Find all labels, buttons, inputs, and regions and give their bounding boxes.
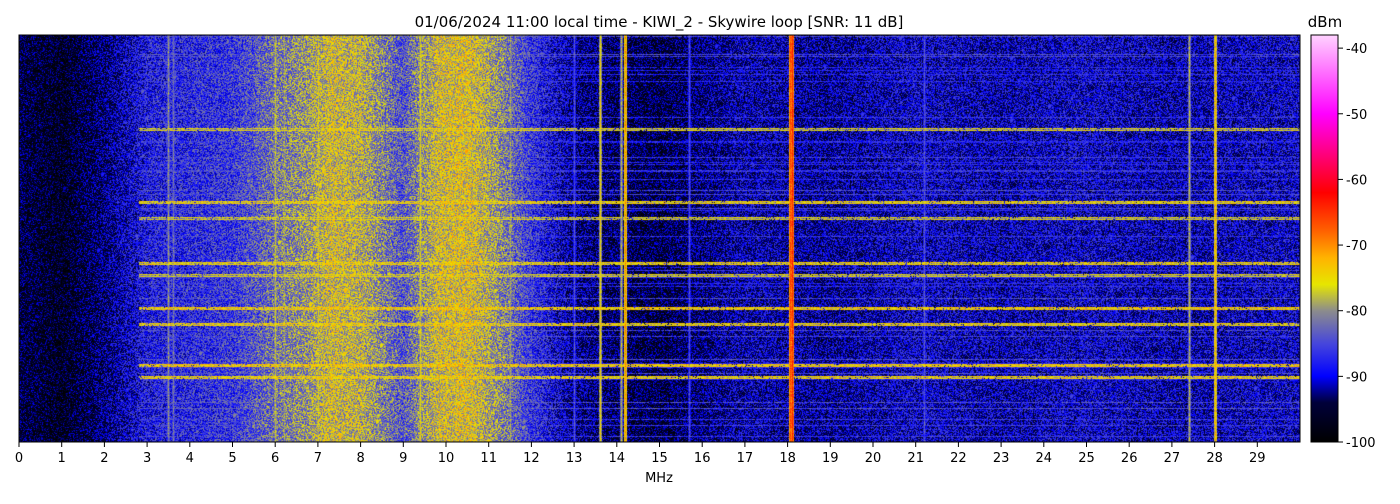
colorbar-tick-label: -60 [1346,173,1367,188]
x-tick-label: 9 [399,451,407,466]
x-tick-label: 22 [950,451,967,466]
x-tick-label: 7 [314,451,322,466]
x-tick-label: 12 [523,451,540,466]
colorbar-label: dBm [1308,13,1342,31]
x-tick-label: 3 [143,451,151,466]
x-tick-label: 2 [100,451,108,466]
colorbar-gradient [1310,34,1339,443]
x-tick-label: 11 [480,451,497,466]
x-tick-label: 28 [1206,451,1223,466]
x-tick-label: 23 [993,451,1010,466]
x-tick-label: 0 [15,451,23,466]
spectrogram-plot-area [18,34,1301,443]
x-tick-label: 1 [58,451,66,466]
x-tick-label: 19 [822,451,839,466]
x-tick-label: 18 [779,451,796,466]
colorbar-tick-label: -90 [1346,370,1367,385]
x-tick-label: 26 [1121,451,1138,466]
x-tick-label: 15 [651,451,668,466]
colorbar-tick-label: -50 [1346,108,1367,123]
x-axis-label: MHz [645,471,673,486]
x-tick-label: 6 [271,451,279,466]
x-axis: 0 1 2 3 4 5 6 7 8 9 10 11 12 13 14 15 16 17 18 19 20 21 22 23 24… [15,442,1266,466]
x-tick-label: 4 [186,451,194,466]
colorbar-ticks: -40 -50 -60 -70 -80 -90 -100 [1338,42,1376,451]
spectrogram-canvas [19,35,1300,442]
x-tick-label: 29 [1249,451,1266,466]
colorbar-tick-label: -70 [1346,239,1367,254]
colorbar-tick-label: -40 [1346,42,1367,57]
x-tick-label: 24 [1036,451,1053,466]
x-tick-label: 25 [1078,451,1095,466]
x-tick-label: 13 [566,451,583,466]
x-tick-label: 21 [907,451,924,466]
chart-title: 01/06/2024 11:00 local time - KIWI_2 - S… [415,13,904,32]
colorbar-tick-label: -100 [1346,436,1376,451]
colorbar [1310,34,1339,443]
x-tick-label: 10 [438,451,455,466]
x-tick-label: 27 [1164,451,1181,466]
colorbar-tick-label: -80 [1346,305,1367,320]
x-tick-label: 20 [865,451,882,466]
x-tick-label: 14 [609,451,626,466]
x-tick-label: 8 [356,451,364,466]
x-tick-label: 16 [694,451,711,466]
x-tick-label: 5 [228,451,236,466]
x-tick-label: 17 [737,451,754,466]
